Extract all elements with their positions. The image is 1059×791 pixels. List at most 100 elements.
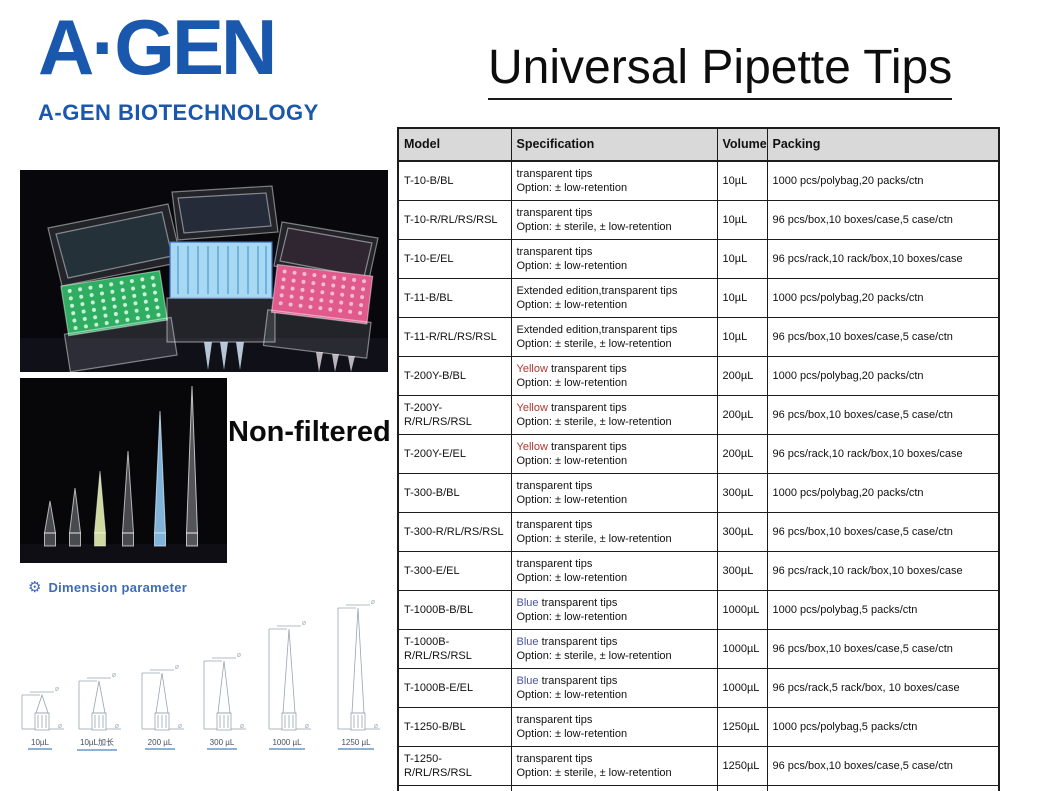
volume-cell: 200µL [716, 395, 768, 435]
packing-cell: 96 pcs/rack,10 rack/box,10 boxes/case [766, 239, 1000, 279]
tip-racks-photo [20, 170, 388, 373]
model-cell: T-11-B/BL [397, 278, 512, 318]
header-model: Model [397, 127, 512, 162]
assorted-tips-photo [20, 378, 227, 563]
volume-cell: 10µL [716, 239, 768, 279]
specification-cell: Blue transparent tips Option: ± low-reten… [510, 590, 718, 630]
header-specification: Specification [510, 127, 718, 162]
model-cell: T-1000B-R/RL/RS/RSL [397, 629, 512, 669]
svg-text:Ø: Ø [55, 687, 59, 693]
company-logo: A·GEN A-GEN BIOTECHNOLOGY [38, 8, 358, 158]
packing-cell: 1000 pcs/polybag,20 packs/ctn [766, 356, 1000, 396]
logo-subtitle: A-GEN BIOTECHNOLOGY [38, 100, 319, 125]
dimension-drawing: Ø Ø 1000 µL [255, 620, 319, 750]
volume-cell: 1000µL [716, 668, 768, 708]
spec-option-line: Option: ± low-retention [516, 455, 628, 467]
spec-line: Blue transparent tips [516, 674, 618, 687]
table-row: T-11-R/RL/RS/RSL Extended edition,transpa… [397, 317, 1000, 357]
logo-wordmark: A·GEN [38, 3, 277, 91]
volume-cell: 10µL [716, 160, 768, 201]
spec-option-line: Option: ± sterile, ± low-retention [516, 533, 672, 545]
spec-color-word: Yellow [516, 440, 548, 453]
table-row: T-1000B-R/RL/RS/RSL Blue transparent tips… [397, 629, 1000, 669]
header-volume: Volume [716, 127, 768, 162]
volume-cell: 200µL [716, 356, 768, 396]
table-row: T-300-E/EL transparent tips Option: ± low-… [397, 551, 1000, 591]
table-row: T-300-B/BL transparent tips Option: ± low-… [397, 473, 1000, 513]
packing-cell: 96 pcs/box,10 boxes/case,5 case/ctn [766, 317, 1000, 357]
specification-cell: Yellow transparent tips Option: ± low-ret… [510, 356, 718, 396]
svg-text:Ø: Ø [175, 665, 179, 671]
volume-cell: 1250µL [716, 746, 768, 786]
packing-cell: 1000 pcs/polybag,20 packs/ctn [766, 278, 1000, 318]
spec-line: Blue transparent tips [516, 596, 618, 609]
gear-icon: ⚙ [28, 579, 42, 596]
volume-cell: 1000µL [716, 590, 768, 630]
model-cell: T-11-R/RL/RS/RSL [397, 317, 512, 357]
packing-cell: 1000 pcs/polybag,20 packs/ctn [766, 160, 1000, 201]
model-cell: T-300-E/EL [397, 551, 512, 591]
page-title: Universal Pipette Tips [488, 41, 953, 100]
svg-text:Ø: Ø [302, 621, 306, 627]
model-cell: T-10-E/EL [397, 239, 512, 279]
spec-option-line: Option: ± sterile, ± low-retention [516, 221, 672, 233]
spec-color-word: Yellow [516, 362, 548, 375]
volume-cell: 300µL [716, 512, 768, 552]
dimension-label: 1000 µL [269, 738, 305, 750]
spec-color-word: Blue [516, 635, 539, 648]
table-row: T-10-R/RL/RS/RSL transparent tips Option: … [397, 200, 1000, 240]
model-cell: T-300-B/BL [397, 473, 512, 513]
table-row: T-10-B/BL transparent tips Option: ± low-r… [397, 160, 1000, 201]
model-cell: T-1250-E/EL [397, 785, 512, 791]
spec-line: Extended edition,transparent tips [516, 284, 678, 297]
packing-cell: 96 pcs/rack,5 rack/box, 10 boxes/case [766, 668, 1000, 708]
specification-cell: transparent tips Option: ± low-retention [510, 707, 718, 747]
volume-cell: 300µL [716, 551, 768, 591]
header-packing: Packing [766, 127, 1000, 162]
spec-option-line: Option: ± low-retention [516, 260, 628, 272]
spec-line: transparent tips [516, 557, 593, 570]
spec-option-line: Option: ± sterile, ± low-retention [516, 416, 672, 428]
model-cell: T-1000B-E/EL [397, 668, 512, 708]
dimension-label: 10µL [28, 738, 52, 750]
volume-cell: 200µL [716, 434, 768, 474]
volume-cell: 10µL [716, 278, 768, 318]
packing-cell: 96 pcs/box,10 boxes/case,5 case/ctn [766, 200, 1000, 240]
model-cell: T-200Y-B/BL [397, 356, 512, 396]
table-row: T-10-E/EL transparent tips Option: ± low-r… [397, 239, 1000, 279]
specification-cell: transparent tips Option: ± low-retention [510, 551, 718, 591]
spec-line: Yellow transparent tips [516, 362, 627, 375]
spec-option-line: Option: ± sterile, ± low-retention [516, 650, 672, 662]
table-row: T-11-B/BL Extended edition,transparent ti… [397, 278, 1000, 318]
model-cell: T-200Y-E/EL [397, 434, 512, 474]
spec-line: transparent tips [516, 752, 593, 765]
model-cell: T-10-B/BL [397, 160, 512, 201]
volume-cell: 1000µL [716, 629, 768, 669]
model-cell: T-1250-B/BL [397, 707, 512, 747]
model-cell: T-1250-R/RL/RS/RSL [397, 746, 512, 786]
dimension-drawing: Ø Ø 200 µL [128, 664, 192, 750]
svg-text:Ø: Ø [237, 653, 241, 659]
specification-cell: transparent tips Option: ± low-retention [510, 160, 718, 201]
packing-cell: 96 pcs/box,10 boxes/case,5 case/ctn [766, 395, 1000, 435]
spec-option-line: Option: ± low-retention [516, 299, 628, 311]
packing-cell: 1000 pcs/polybag,20 packs/ctn [766, 473, 1000, 513]
specification-cell: Yellow transparent tips Option: ± low-ret… [510, 434, 718, 474]
svg-text:Ø: Ø [178, 724, 182, 730]
svg-text:Ø: Ø [58, 724, 62, 730]
non-filtered-label: Non-filtered [228, 416, 391, 448]
dimension-section-title: Dimension parameter [48, 580, 188, 595]
dimension-label: 1250 µL [338, 738, 374, 750]
svg-text:Ø: Ø [374, 724, 378, 730]
spec-line: Yellow transparent tips [516, 401, 627, 414]
packing-cell: 1000 pcs/polybag,5 packs/ctn [766, 707, 1000, 747]
spec-option-line: Option: ± sterile, ± low-retention [516, 767, 672, 779]
spec-line: transparent tips [516, 713, 593, 726]
specification-cell: Blue transparent tips Option: ± low-reten… [510, 668, 718, 708]
volume-cell: 1250µL [716, 707, 768, 747]
dimension-label: 300 µL [206, 738, 238, 750]
spec-option-line: Option: ± low-retention [516, 689, 628, 701]
table-row: T-1250-B/BL transparent tips Option: ± low… [397, 707, 1000, 747]
packing-cell: 96 pcs/box,10 boxes/case,5 case/ctn [766, 746, 1000, 786]
model-cell: T-300-R/RL/RS/RSL [397, 512, 512, 552]
